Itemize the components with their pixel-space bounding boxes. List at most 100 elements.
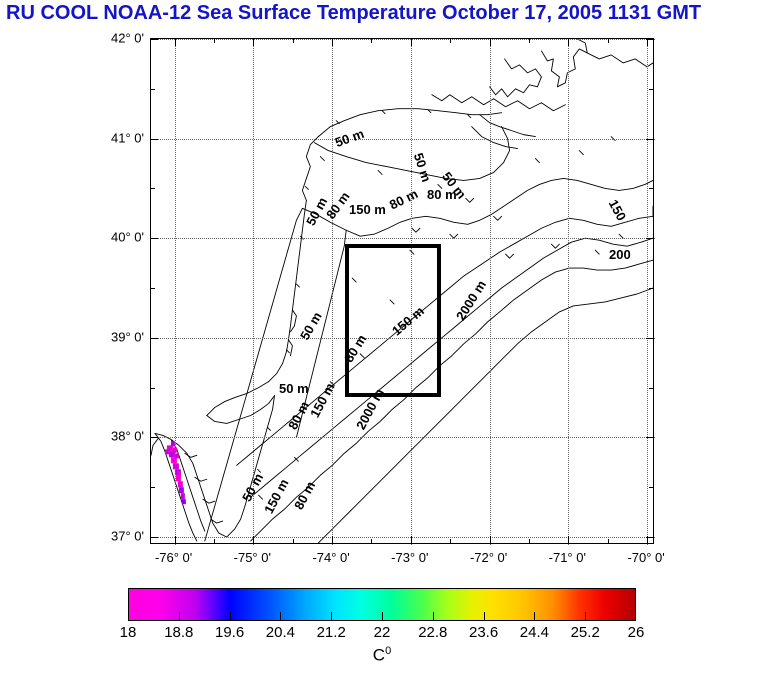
contour-label: 150 m <box>349 202 386 217</box>
x-tick-major <box>174 536 176 543</box>
y-tick-minor <box>151 487 155 489</box>
x-tick-top-minor <box>371 39 373 43</box>
colorbar-tick-label: 21.2 <box>316 624 346 641</box>
x-tick-top <box>489 39 491 46</box>
colorbar-unit-label: C0 <box>373 645 391 666</box>
y-axis-label: 42° 0' <box>111 30 144 46</box>
y-tick-major <box>151 337 158 339</box>
x-axis-label: -74° 0' <box>312 550 350 565</box>
y-axis-label: 38° 0' <box>111 428 144 444</box>
colorbar-tick-label: 25.2 <box>570 624 600 641</box>
study-area-box <box>345 244 441 397</box>
y-tick-major <box>151 238 158 240</box>
x-tick-major <box>647 536 649 543</box>
x-tick-top-minor <box>607 39 609 43</box>
gridline-vertical <box>332 39 334 545</box>
x-axis-label: -76° 0' <box>154 550 193 565</box>
colorbar-tick-label: 22 <box>373 624 391 641</box>
gridline-vertical <box>647 39 649 545</box>
gridline-vertical <box>174 39 176 545</box>
y-tick-minor <box>151 88 155 90</box>
x-tick-major <box>253 536 255 543</box>
y-tick-minor <box>151 188 155 190</box>
gridline-horizontal <box>151 437 655 439</box>
coastline-and-bathymetry-map <box>151 39 653 543</box>
colorbar-tick <box>382 612 383 621</box>
x-axis-label: -73° 0' <box>391 550 429 565</box>
x-tick-top <box>332 39 334 46</box>
y-axis-label: 37° 0' <box>111 528 144 544</box>
colorbar <box>128 588 636 621</box>
colorbar-tick-label: 20.4 <box>265 624 295 641</box>
page-title: RU COOL NOAA-12 Sea Surface Temperature … <box>6 2 702 24</box>
gridline-vertical <box>489 39 491 545</box>
gridline-horizontal <box>151 238 655 240</box>
y-tick-right <box>646 537 653 538</box>
colorbar-tick-label: 26 <box>627 624 645 641</box>
colorbar-unit-superscript: 0 <box>385 645 392 657</box>
gridline-horizontal <box>151 537 655 538</box>
gridline-horizontal <box>151 337 655 339</box>
x-tick-top <box>410 39 412 46</box>
x-tick-top <box>568 39 570 46</box>
map-plot-area: 50 m 50 m 50 m 50 m 80 m 80 m 80 m 150 m… <box>150 38 655 545</box>
x-tick-major <box>332 536 334 543</box>
x-tick-top-minor <box>450 39 452 43</box>
gridline-vertical <box>410 39 412 545</box>
y-tick-minor <box>151 387 155 389</box>
y-tick-right-minor <box>649 88 653 90</box>
x-tick-top-minor <box>292 39 294 43</box>
y-tick-right <box>646 337 653 339</box>
colorbar-tick <box>331 612 333 621</box>
colorbar-tick-label: 19.6 <box>214 624 245 641</box>
colorbar-tick <box>229 612 231 621</box>
y-tick-minor <box>151 288 155 289</box>
x-axis-label: -72° 0' <box>469 550 508 565</box>
colorbar-tick-label: 18.8 <box>164 624 194 641</box>
y-tick-right <box>646 39 653 40</box>
x-axis-label: -75° 0' <box>233 550 271 565</box>
y-axis-label: 40° 0' <box>111 229 144 245</box>
contour-label: 50 m <box>279 381 309 396</box>
gridline-vertical <box>253 39 255 545</box>
y-axis-label: 39° 0' <box>111 329 144 345</box>
x-tick-major <box>410 536 412 543</box>
y-tick-right-minor <box>649 487 653 489</box>
x-tick-top-minor <box>528 39 530 43</box>
colorbar-tick <box>280 612 282 621</box>
y-tick-major <box>151 437 158 439</box>
y-tick-major <box>151 537 158 538</box>
colorbar-tick <box>178 612 180 621</box>
y-tick-right-minor <box>649 387 653 389</box>
x-tick-minor <box>213 539 215 543</box>
x-tick-minor <box>607 539 609 543</box>
x-tick-minor <box>292 539 294 543</box>
x-tick-top-minor <box>213 39 215 43</box>
x-tick-top <box>647 39 649 46</box>
y-tick-right <box>646 238 653 240</box>
colorbar-tick <box>534 612 536 621</box>
y-tick-right <box>646 437 653 439</box>
y-axis-label: 41° 0' <box>111 130 144 146</box>
colorbar-tick-label: 22.8 <box>418 624 448 641</box>
x-tick-minor <box>528 539 530 543</box>
gridline-horizontal <box>151 39 655 40</box>
y-tick-right-minor <box>649 288 653 289</box>
x-axis-label: -70° 0' <box>627 550 665 565</box>
x-tick-major <box>489 536 491 543</box>
gridline-horizontal <box>151 138 655 140</box>
colorbar-tick <box>432 612 434 621</box>
colorbar-tick <box>483 612 485 621</box>
x-tick-top <box>253 39 255 46</box>
y-tick-major <box>151 39 158 40</box>
contour-label: 200 <box>609 247 631 262</box>
contour-label: 80 m <box>427 187 457 202</box>
y-tick-right-minor <box>649 188 653 190</box>
colorbar-tick-label: 24.4 <box>519 624 549 641</box>
x-tick-minor <box>371 539 373 543</box>
colorbar-tick-label: 23.6 <box>468 624 499 641</box>
colorbar-tick <box>585 612 587 621</box>
x-tick-minor <box>450 539 452 543</box>
y-tick-major <box>151 138 158 140</box>
colorbar-unit-base: C <box>372 645 386 665</box>
